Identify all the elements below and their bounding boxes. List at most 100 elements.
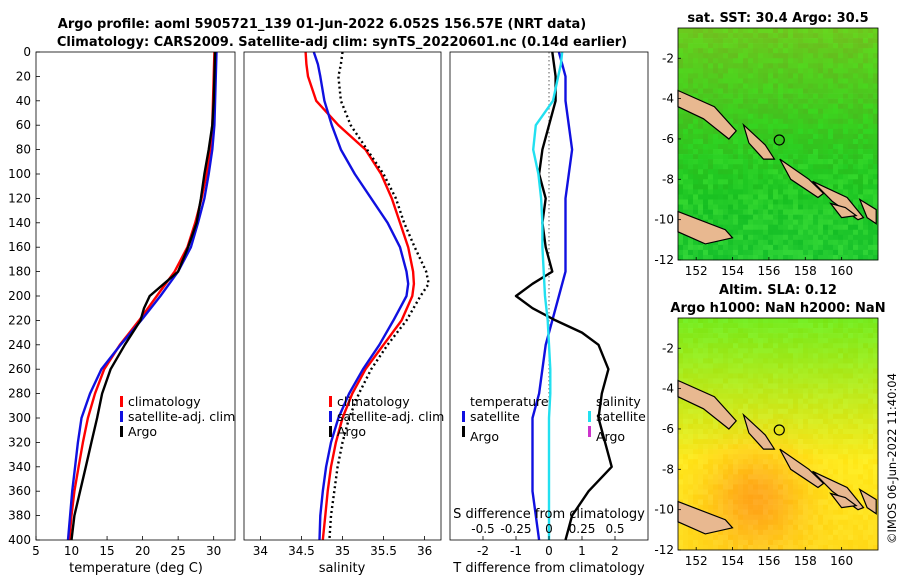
map-cell [753,393,759,399]
map-cell [768,199,774,205]
map-cell [863,48,869,54]
map-cell [813,199,819,205]
lon-tick-label: 160 [830,554,853,568]
map-cell [713,479,719,485]
map-cell [833,78,839,84]
map-cell [718,53,724,59]
map-cell [823,154,829,160]
map-cell [808,239,814,246]
map-cell [708,133,714,140]
map-cell [778,43,784,49]
map-cell [818,509,824,515]
map-cell [808,378,814,384]
map-cell [813,469,819,475]
map-cell [763,338,769,344]
map-cell [738,28,744,34]
map-cell [768,514,774,521]
legend-swatch-climatology [329,396,332,407]
map-cell [788,418,794,425]
map-cell [798,499,804,505]
map-cell [723,514,729,521]
map-cell [843,78,849,84]
map-cell [768,459,774,465]
map-cell [718,529,724,536]
map-cell [803,368,809,374]
map-cell [823,149,829,155]
map-cell [768,388,774,394]
map-cell [783,189,789,195]
map-cell [743,373,749,379]
map-cell [828,343,834,349]
map-cell [863,229,869,236]
sla-map-subtitle: Argo h1000: NaN h2000: NaN [670,301,885,316]
map-cell [813,358,819,364]
map-cell [698,43,704,49]
map-cell [778,83,784,89]
map-cell [843,58,849,64]
map-cell [718,83,724,89]
map-cell [838,108,844,115]
map-cell [793,378,799,384]
map-cell [853,103,859,109]
temperature-legend: climatology satellite-adj. clim Argo [120,394,235,439]
map-cell [713,428,719,435]
map-cell [708,358,714,364]
map-cell [868,108,874,115]
map-cell [863,179,869,185]
legend-label-satellite: satellite-adj. clim [337,409,444,424]
map-cell [798,123,804,130]
map-cell [823,454,829,460]
map-cell [698,33,704,39]
map-cell [833,93,839,99]
map-cell [743,88,749,94]
map-cell [798,514,804,521]
map-cell [678,434,684,440]
map-cell [783,159,789,165]
map-cell [708,48,714,54]
map-cell [718,78,724,84]
map-cell [753,328,759,334]
map-cell [738,474,744,480]
map-cell [748,83,754,89]
map-cell [738,383,744,389]
map-cell [713,423,719,430]
map-cell [708,98,714,104]
map-cell [858,244,864,251]
map-cell [738,149,744,155]
map-cell [843,234,849,241]
map-cell [868,169,874,175]
map-cell [838,138,844,145]
map-cell [693,469,699,475]
map-cell [813,43,819,49]
map-cell [843,439,849,445]
map-cell [753,378,759,384]
map-cell [683,204,689,210]
map-cell [783,459,789,465]
map-cell [678,449,684,455]
map-cell [783,93,789,99]
map-cell [768,98,774,104]
map-cell [773,214,779,220]
map-cell [858,328,864,334]
map-cell [738,154,744,160]
map-cell [828,504,834,510]
map-cell [733,408,739,415]
map-cell [788,234,794,241]
map-cell [798,398,804,405]
map-cell [763,88,769,94]
map-cell [823,133,829,140]
lat-tick-label: -2 [662,51,674,65]
map-cell [863,194,869,200]
map-cell [828,449,834,455]
sst-map-frame [677,27,879,261]
map-cell [848,73,854,79]
map-cell [808,93,814,99]
map-cell [803,398,809,405]
map-cell [723,529,729,536]
map-cell [858,28,864,34]
map-cell [768,484,774,490]
y-tick-label: 20 [16,69,31,83]
map-cell [783,88,789,94]
map-cell [698,133,704,140]
map-cell [783,73,789,79]
